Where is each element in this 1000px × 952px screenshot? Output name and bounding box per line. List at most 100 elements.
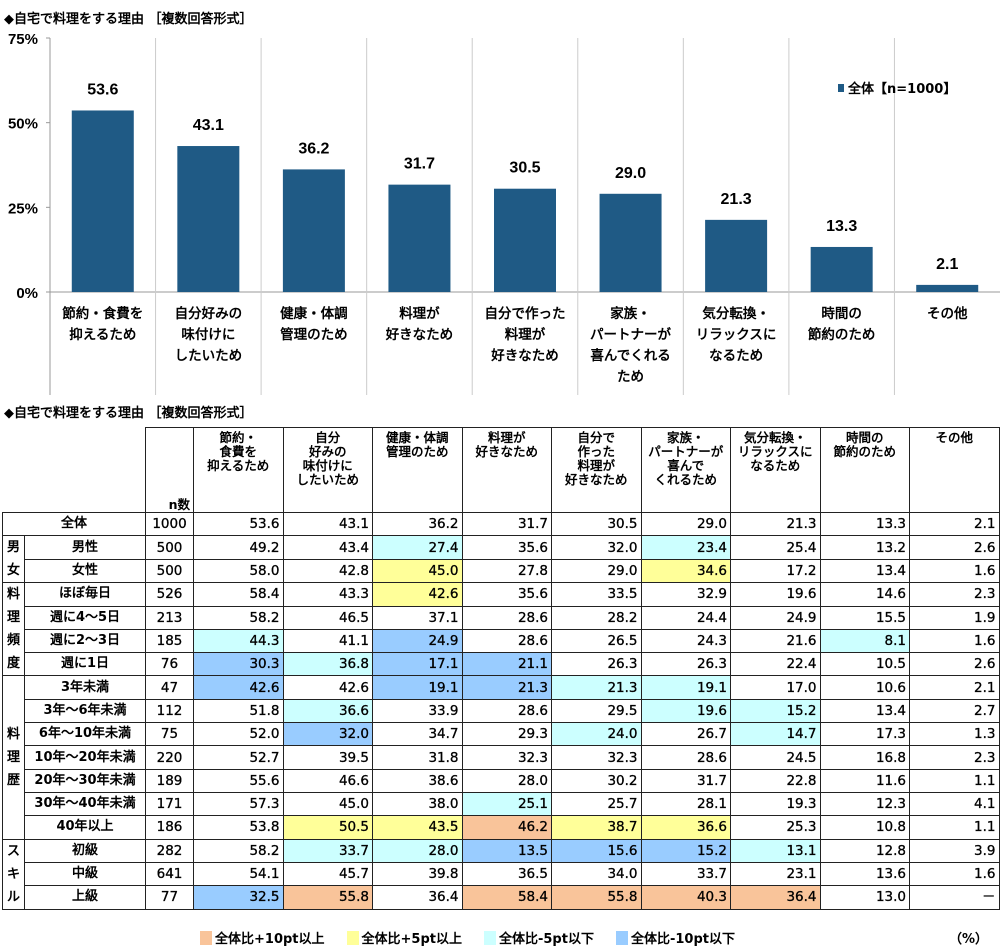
value-cell: 38.0 — [372, 791, 463, 817]
value-cell: 34.6 — [640, 558, 731, 584]
group-label: 男 女 — [2, 535, 25, 584]
legend-label: 全体比-5pt以下 — [498, 932, 594, 947]
value-cell: 58.0 — [193, 558, 284, 584]
row-label: 週に2～3日 — [24, 628, 146, 654]
value-cell: 33.7 — [282, 838, 373, 863]
value-cell: 31.8 — [372, 745, 463, 770]
n-header: n数 — [145, 427, 194, 513]
value-cell: 55.8 — [282, 885, 373, 910]
row-label: 初級 — [24, 838, 146, 863]
column-header: 気分転換・ リラックスに なるため — [730, 427, 821, 513]
legend-label: 全体比+10pt以上 — [215, 932, 325, 947]
value-cell: 24.0 — [551, 722, 642, 747]
value-cell: 22.8 — [730, 768, 821, 793]
row-label: 10年～20年未満 — [24, 745, 146, 770]
value-cell: 44.3 — [193, 628, 284, 654]
value-cell: 19.6 — [640, 698, 731, 724]
value-cell: 2.1 — [909, 675, 1000, 700]
value-cell: 51.8 — [193, 698, 284, 724]
n-cell: 77 — [145, 885, 194, 910]
value-cell: 42.6 — [372, 582, 463, 607]
value-cell: 31.7 — [461, 511, 552, 537]
data-label: 31.7 — [404, 156, 435, 173]
value-cell: 23.1 — [730, 861, 821, 887]
row-label: 全体 — [2, 511, 146, 537]
value-cell: 13.2 — [819, 535, 910, 560]
bar-chart: 0% 25% 50% 75% 53.6 節約・食費を抑えるため 43.1 自分好みの味付けにし… — [8, 31, 1000, 395]
value-cell: 29.0 — [640, 511, 731, 537]
value-cell: 28.1 — [640, 791, 731, 817]
value-cell: 21.3 — [730, 511, 821, 537]
legend-swatch — [615, 930, 628, 945]
value-cell: 14.7 — [730, 722, 821, 747]
value-cell: 19.3 — [730, 791, 821, 817]
value-cell: 28.6 — [461, 628, 552, 654]
value-cell: 41.1 — [282, 628, 373, 654]
value-cell: 36.6 — [640, 815, 731, 840]
legend-swatch — [200, 930, 212, 945]
value-cell: 13.0 — [819, 885, 910, 910]
value-cell: 43.5 — [372, 815, 463, 840]
value-cell: 29.0 — [551, 558, 642, 584]
value-cell: 33.9 — [372, 698, 463, 724]
value-cell: 23.4 — [640, 535, 731, 560]
n-cell: 282 — [145, 838, 194, 863]
value-cell: 17.1 — [372, 652, 463, 677]
value-cell: 45.0 — [282, 791, 373, 817]
value-cell: 25.1 — [461, 791, 552, 817]
row-label: 女性 — [24, 558, 146, 584]
table-row: 上級 77 32.5 55.8 36.4 58.4 55.8 40.3 36.4 13.0 － — [3, 885, 1000, 910]
value-cell: 14.6 — [819, 582, 910, 607]
value-cell: 32.3 — [461, 745, 552, 770]
n-cell: 47 — [145, 675, 194, 700]
value-cell: 34.7 — [372, 722, 463, 747]
value-cell: 36.2 — [372, 511, 463, 537]
value-cell: 46.6 — [282, 768, 373, 793]
corner-cell — [2, 427, 146, 513]
row-label: 上級 — [24, 885, 146, 910]
value-cell: 2.3 — [909, 582, 1000, 607]
value-cell: 1.1 — [909, 768, 1000, 793]
value-cell: 24.9 — [730, 605, 821, 630]
value-cell: 42.8 — [282, 558, 373, 584]
value-cell: 13.6 — [819, 861, 910, 887]
value-cell: 32.0 — [551, 535, 642, 560]
data-label: 29.0 — [615, 165, 646, 182]
table-row: 週に4～5日 213 58.2 46.5 37.1 28.6 28.2 24.4 24.9 15.… — [3, 605, 1000, 630]
y-tick-label: 50% — [8, 116, 38, 133]
value-cell: 17.0 — [730, 675, 821, 700]
value-cell: 46.2 — [461, 815, 552, 840]
row-label: 20年～30年未満 — [24, 768, 146, 793]
y-tick-label: 75% — [8, 31, 38, 48]
table-row: 中級 641 54.1 45.7 39.8 36.5 34.0 33.7 23.1 13.6 1.6 — [3, 861, 1000, 887]
n-cell: 189 — [145, 768, 194, 793]
value-cell: 15.5 — [819, 605, 910, 630]
results-table: n数 節約・ 食費を 抑えるため 自分 好みの 味付けに したいため 健康・体調 管理… — [2, 427, 1000, 910]
value-cell: 34.0 — [551, 861, 642, 887]
n-cell: 220 — [145, 745, 194, 770]
legend-swatch — [346, 930, 359, 945]
group-label: ス キ ル — [2, 838, 25, 910]
value-cell: 16.8 — [819, 745, 910, 770]
value-cell: 1.3 — [909, 722, 1000, 747]
row-label: 3年～6年未満 — [24, 698, 146, 724]
value-cell: 32.9 — [640, 582, 731, 607]
table-row: 全体 1000 53.6 43.1 36.2 31.7 30.5 29.0 21.3 13.3 2.… — [2, 511, 1000, 537]
value-cell: 36.8 — [282, 652, 373, 677]
value-cell: 1.6 — [909, 861, 1000, 887]
legend-swatch — [838, 84, 844, 92]
value-cell: 13.4 — [819, 698, 910, 724]
value-cell: 37.1 — [372, 605, 463, 630]
value-cell: 13.3 — [819, 511, 910, 537]
data-label: 43.1 — [193, 117, 224, 134]
value-cell: 42.6 — [193, 675, 284, 700]
value-cell: 45.7 — [282, 861, 373, 887]
value-cell: 28.0 — [372, 838, 463, 863]
n-cell: 185 — [145, 628, 194, 654]
value-cell: 32.3 — [551, 745, 642, 770]
value-cell: 40.3 — [640, 885, 731, 910]
row-label: 週に4～5日 — [24, 605, 146, 630]
group-label: 料 理 頻 度 — [2, 582, 25, 677]
value-cell: 2.1 — [909, 511, 1000, 537]
value-cell: 15.6 — [551, 838, 642, 863]
